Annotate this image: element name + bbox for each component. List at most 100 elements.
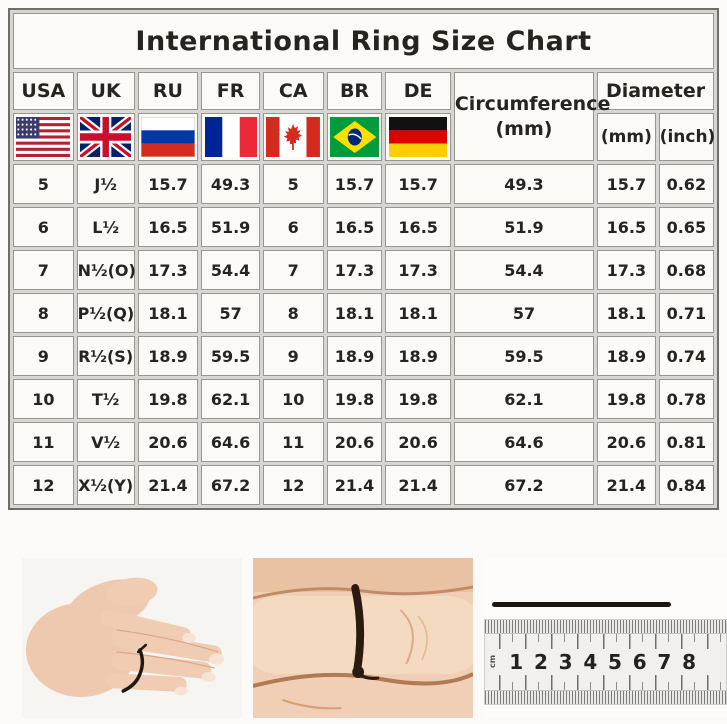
table-cell: 11 [13, 422, 74, 462]
string-cord-shape [351, 584, 365, 674]
table-cell: 54.4 [201, 250, 260, 290]
ruler-fine-ticks-bottom [485, 690, 726, 704]
table-cell: 0.78 [658, 379, 714, 419]
table-cell: 21.4 [597, 465, 656, 505]
table-cell: 8 [262, 293, 324, 333]
table-cell: 12 [13, 465, 74, 505]
table-cell: 19.8 [597, 379, 656, 419]
ruler-number: 5 [608, 650, 622, 674]
table-cell: 19.8 [385, 379, 451, 419]
finger-closeup-illustration [253, 558, 474, 718]
country-header-row: USA UK RU FR CA BR DE Circumference (mm)… [13, 72, 714, 161]
col-header-uk: UK [76, 72, 135, 110]
ruler-numbers: 1 2 3 4 5 6 7 8 [485, 649, 726, 675]
table-cell: 0.62 [658, 164, 714, 204]
ruler-number: 7 [657, 650, 672, 674]
brazil-flag-icon [329, 117, 380, 157]
table-cell: 16.5 [326, 207, 383, 247]
ruler-scale-lower [485, 675, 726, 690]
table-cell: 54.4 [453, 250, 595, 290]
ruler-number: 8 [682, 650, 696, 674]
ruler-fine-ticks-top [485, 620, 726, 634]
table-cell: 67.2 [201, 465, 260, 505]
table-cell: 62.1 [201, 379, 260, 419]
table-cell: 59.5 [201, 336, 260, 376]
table-cell: 19.8 [137, 379, 199, 419]
ruler-photo: 1 2 3 4 5 6 7 8 cm [484, 558, 727, 718]
table-cell: V½ [76, 422, 135, 462]
table-cell: 15.7 [137, 164, 199, 204]
table-cell: 18.1 [597, 293, 656, 333]
table-cell: 0.68 [658, 250, 714, 290]
table-cell: P½(Q) [76, 293, 135, 333]
ruler-number: 2 [533, 650, 548, 674]
table-cell: 67.2 [453, 465, 595, 505]
table-cell: T½ [76, 379, 135, 419]
col-header-diameter-mm: (mm) [597, 113, 656, 161]
table-cell: 11 [262, 422, 324, 462]
table-cell: 12 [262, 465, 324, 505]
table-cell: 15.7 [597, 164, 656, 204]
table-cell: 57 [453, 293, 595, 333]
table-cell: 18.1 [137, 293, 199, 333]
table-cell: 64.6 [453, 422, 595, 462]
hand-measure-photo [22, 558, 243, 718]
table-cell: 57 [201, 293, 260, 333]
russia-flag-icon [140, 117, 195, 157]
usa-flag-icon [16, 117, 71, 157]
table-cell: 49.3 [453, 164, 595, 204]
table-cell: 8 [13, 293, 74, 333]
table-cell: 16.5 [385, 207, 451, 247]
measurement-photos: 1 2 3 4 5 6 7 8 cm [22, 558, 727, 718]
table-cell: 10 [13, 379, 74, 419]
table-cell: 7 [262, 250, 324, 290]
table-cell: 0.74 [658, 336, 714, 376]
table-cell: 49.3 [201, 164, 260, 204]
table-row: 10 T½ 19.8 62.1 10 19.8 19.8 62.1 19.8 0.78 [13, 379, 714, 419]
table-cell: 51.9 [201, 207, 260, 247]
title-row: International Ring Size Chart [13, 13, 714, 69]
ruler-number: 6 [632, 650, 647, 674]
ruler: 1 2 3 4 5 6 7 8 cm [484, 619, 727, 705]
table-cell: 17.3 [597, 250, 656, 290]
table-cell: 64.6 [201, 422, 260, 462]
table-cell: 18.9 [137, 336, 199, 376]
circumference-unit: (mm) [495, 117, 553, 140]
col-header-circumference: Circumference (mm) [453, 72, 610, 161]
table-cell: 20.6 [597, 422, 656, 462]
table-cell: 16.5 [137, 207, 199, 247]
table-cell: 0.65 [658, 207, 714, 247]
finger-string-closeup-photo [253, 558, 474, 718]
string-cord-shape [121, 648, 145, 693]
string-cord-straight [491, 602, 672, 607]
table-cell: 0.71 [658, 293, 714, 333]
col-header-diameter: Diameter [597, 72, 714, 110]
ruler-number: 4 [583, 650, 598, 674]
table-cell: 9 [13, 336, 74, 376]
table-cell: 10 [262, 379, 324, 419]
table-cell: 17.3 [137, 250, 199, 290]
canada-flag-icon [266, 117, 321, 157]
hand-with-string-illustration [22, 558, 243, 718]
table-cell: 17.3 [326, 250, 383, 290]
col-header-br: BR [326, 72, 383, 110]
uk-flag-icon [79, 117, 132, 157]
table-cell: 7 [13, 250, 74, 290]
france-flag-icon [204, 117, 257, 157]
ring-size-table: International Ring Size Chart USA UK RU … [8, 8, 719, 510]
ruler-scale-upper [485, 634, 726, 649]
table-cell: R½(S) [76, 336, 135, 376]
table-cell: 59.5 [453, 336, 595, 376]
table-cell: 18.1 [326, 293, 383, 333]
table-cell: 5 [262, 164, 324, 204]
table-cell: 18.9 [385, 336, 451, 376]
table-cell: 17.3 [385, 250, 451, 290]
table-row: 8 P½(Q) 18.1 57 8 18.1 18.1 57 18.1 0.71 [13, 293, 714, 333]
table-row: 12 X½(Y) 21.4 67.2 12 21.4 21.4 67.2 21.4 0.84 [13, 465, 714, 505]
table-cell: 18.9 [597, 336, 656, 376]
table-cell: 20.6 [385, 422, 451, 462]
table-cell: 15.7 [326, 164, 383, 204]
table-row: 6 L½ 16.5 51.9 6 16.5 16.5 51.9 16.5 0.65 [13, 207, 714, 247]
table-cell: X½(Y) [76, 465, 135, 505]
flag-row: (mm) (inch) [13, 113, 715, 161]
